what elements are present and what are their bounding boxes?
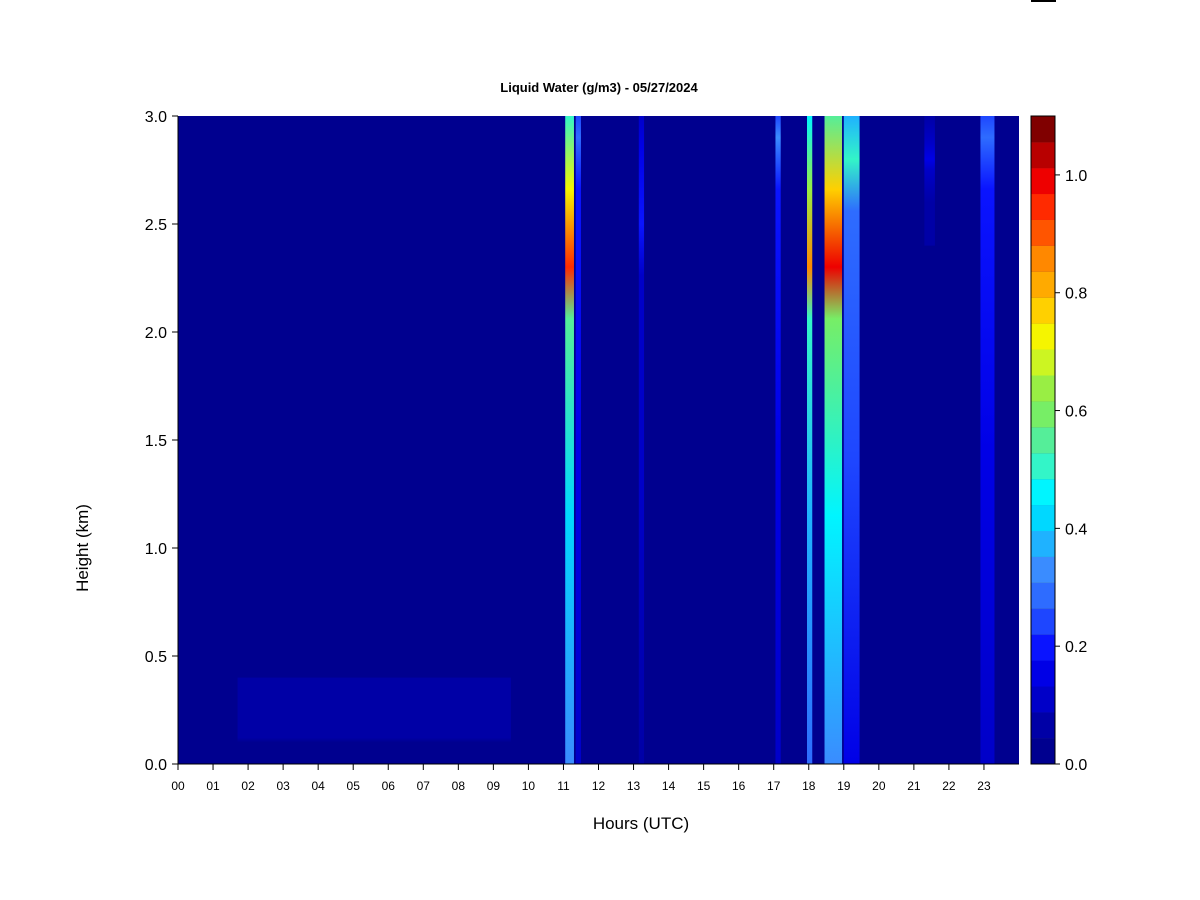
colorbar-tick-label: 0.6 (1065, 404, 1087, 421)
corner-mark (1031, 0, 1056, 2)
colorbar-tick-label: 0.0 (1065, 757, 1087, 774)
colorbar-swatch (1031, 219, 1055, 246)
x-tick-label: 09 (487, 779, 501, 793)
x-tick-label: 15 (697, 779, 711, 793)
heatmap-feature (843, 116, 860, 764)
colorbar-swatch (1031, 323, 1055, 350)
colorbar-tick-label: 1.0 (1065, 168, 1087, 185)
y-tick-label: 0.5 (145, 649, 167, 666)
y-tick-label: 2.0 (145, 325, 167, 342)
plot-area (178, 116, 1019, 764)
colorbar-swatch (1031, 686, 1055, 713)
colorbar: 0.0 0.2 0.4 0.6 0.8 1.0 (1030, 115, 1087, 774)
y-tick-label: 1.5 (145, 433, 167, 450)
x-tick-label: 03 (276, 779, 290, 793)
colorbar-swatch (1031, 271, 1055, 298)
colorbar-swatch (1031, 530, 1055, 557)
y-tick-label: 2.5 (145, 217, 167, 234)
x-tick-label: 23 (977, 779, 991, 793)
colorbar-swatch (1031, 375, 1055, 402)
colorbar-swatch (1031, 452, 1055, 480)
colorbar-tick-label: 0.2 (1065, 639, 1087, 656)
colorbar-swatch (1031, 556, 1055, 583)
colorbar-swatch (1031, 167, 1055, 195)
colorbar-swatch (1031, 297, 1055, 324)
heatmap-feature (575, 116, 581, 764)
x-axis-label: Hours (UTC) (593, 814, 689, 833)
colorbar-swatch (1031, 582, 1055, 609)
colorbar-swatch (1031, 401, 1055, 428)
colorbar-swatch (1031, 608, 1055, 635)
x-tick-label: 17 (767, 779, 781, 793)
y-axis: 0.0 0.5 1.0 1.5 2.0 2.5 3.0 (145, 109, 179, 774)
colorbar-swatch (1031, 141, 1055, 169)
heatmap-feature (806, 116, 813, 764)
heatmap-feature (980, 116, 995, 764)
x-tick-label: 18 (802, 779, 816, 793)
x-tick-label: 16 (732, 779, 746, 793)
y-tick-label: 1.0 (145, 541, 167, 558)
colorbar-swatch (1031, 712, 1055, 739)
x-tick-label: 20 (872, 779, 886, 793)
heatmap-background (178, 116, 1019, 764)
x-tick-label: 05 (347, 779, 361, 793)
x-tick-label: 19 (837, 779, 851, 793)
y-tick-label: 3.0 (145, 109, 167, 126)
colorbar-swatch (1031, 245, 1055, 272)
y-axis-label: Height (km) (73, 504, 92, 592)
heatmap-feature (565, 116, 574, 764)
heatmap-feature (237, 677, 511, 754)
x-tick-label: 07 (417, 779, 431, 793)
colorbar-swatch (1031, 116, 1055, 143)
colorbar-tick-label: 0.4 (1065, 521, 1087, 538)
heatmap-feature (775, 116, 781, 764)
colorbar-swatch (1031, 478, 1055, 506)
x-tick-label: 08 (452, 779, 466, 793)
x-tick-label: 22 (942, 779, 956, 793)
x-tick-label: 01 (206, 779, 220, 793)
colorbar-frame (1030, 115, 1056, 765)
colorbar-swatch (1031, 738, 1055, 765)
x-tick-label: 11 (557, 779, 570, 793)
x-tick-label: 13 (627, 779, 641, 793)
colorbar-swatch (1031, 427, 1055, 454)
x-tick-label: 04 (311, 779, 325, 793)
x-tick-label: 12 (592, 779, 606, 793)
heatmap-feature (638, 116, 645, 764)
x-tick-label: 00 (171, 779, 185, 793)
colorbar-swatch (1031, 504, 1055, 532)
y-tick-label: 0.0 (145, 757, 167, 774)
x-axis: 00 01 02 03 04 05 06 07 08 09 10 11 12 13 14 15 16 17 18 19… (171, 763, 1019, 793)
colorbar-swatch (1031, 349, 1055, 376)
heatmap-feature (824, 116, 843, 764)
x-tick-label: 21 (907, 779, 921, 793)
x-tick-label: 06 (382, 779, 396, 793)
colorbar-swatch (1031, 193, 1055, 220)
x-tick-label: 02 (241, 779, 255, 793)
colorbar-tick-label: 0.8 (1065, 286, 1087, 303)
x-tick-label: 14 (662, 779, 676, 793)
colorbar-swatch (1031, 634, 1055, 661)
x-tick-label: 10 (522, 779, 536, 793)
chart-title: Liquid Water (g/m3) - 05/27/2024 (500, 80, 698, 95)
colorbar-swatch (1031, 660, 1055, 687)
heatmap-feature (924, 116, 935, 246)
